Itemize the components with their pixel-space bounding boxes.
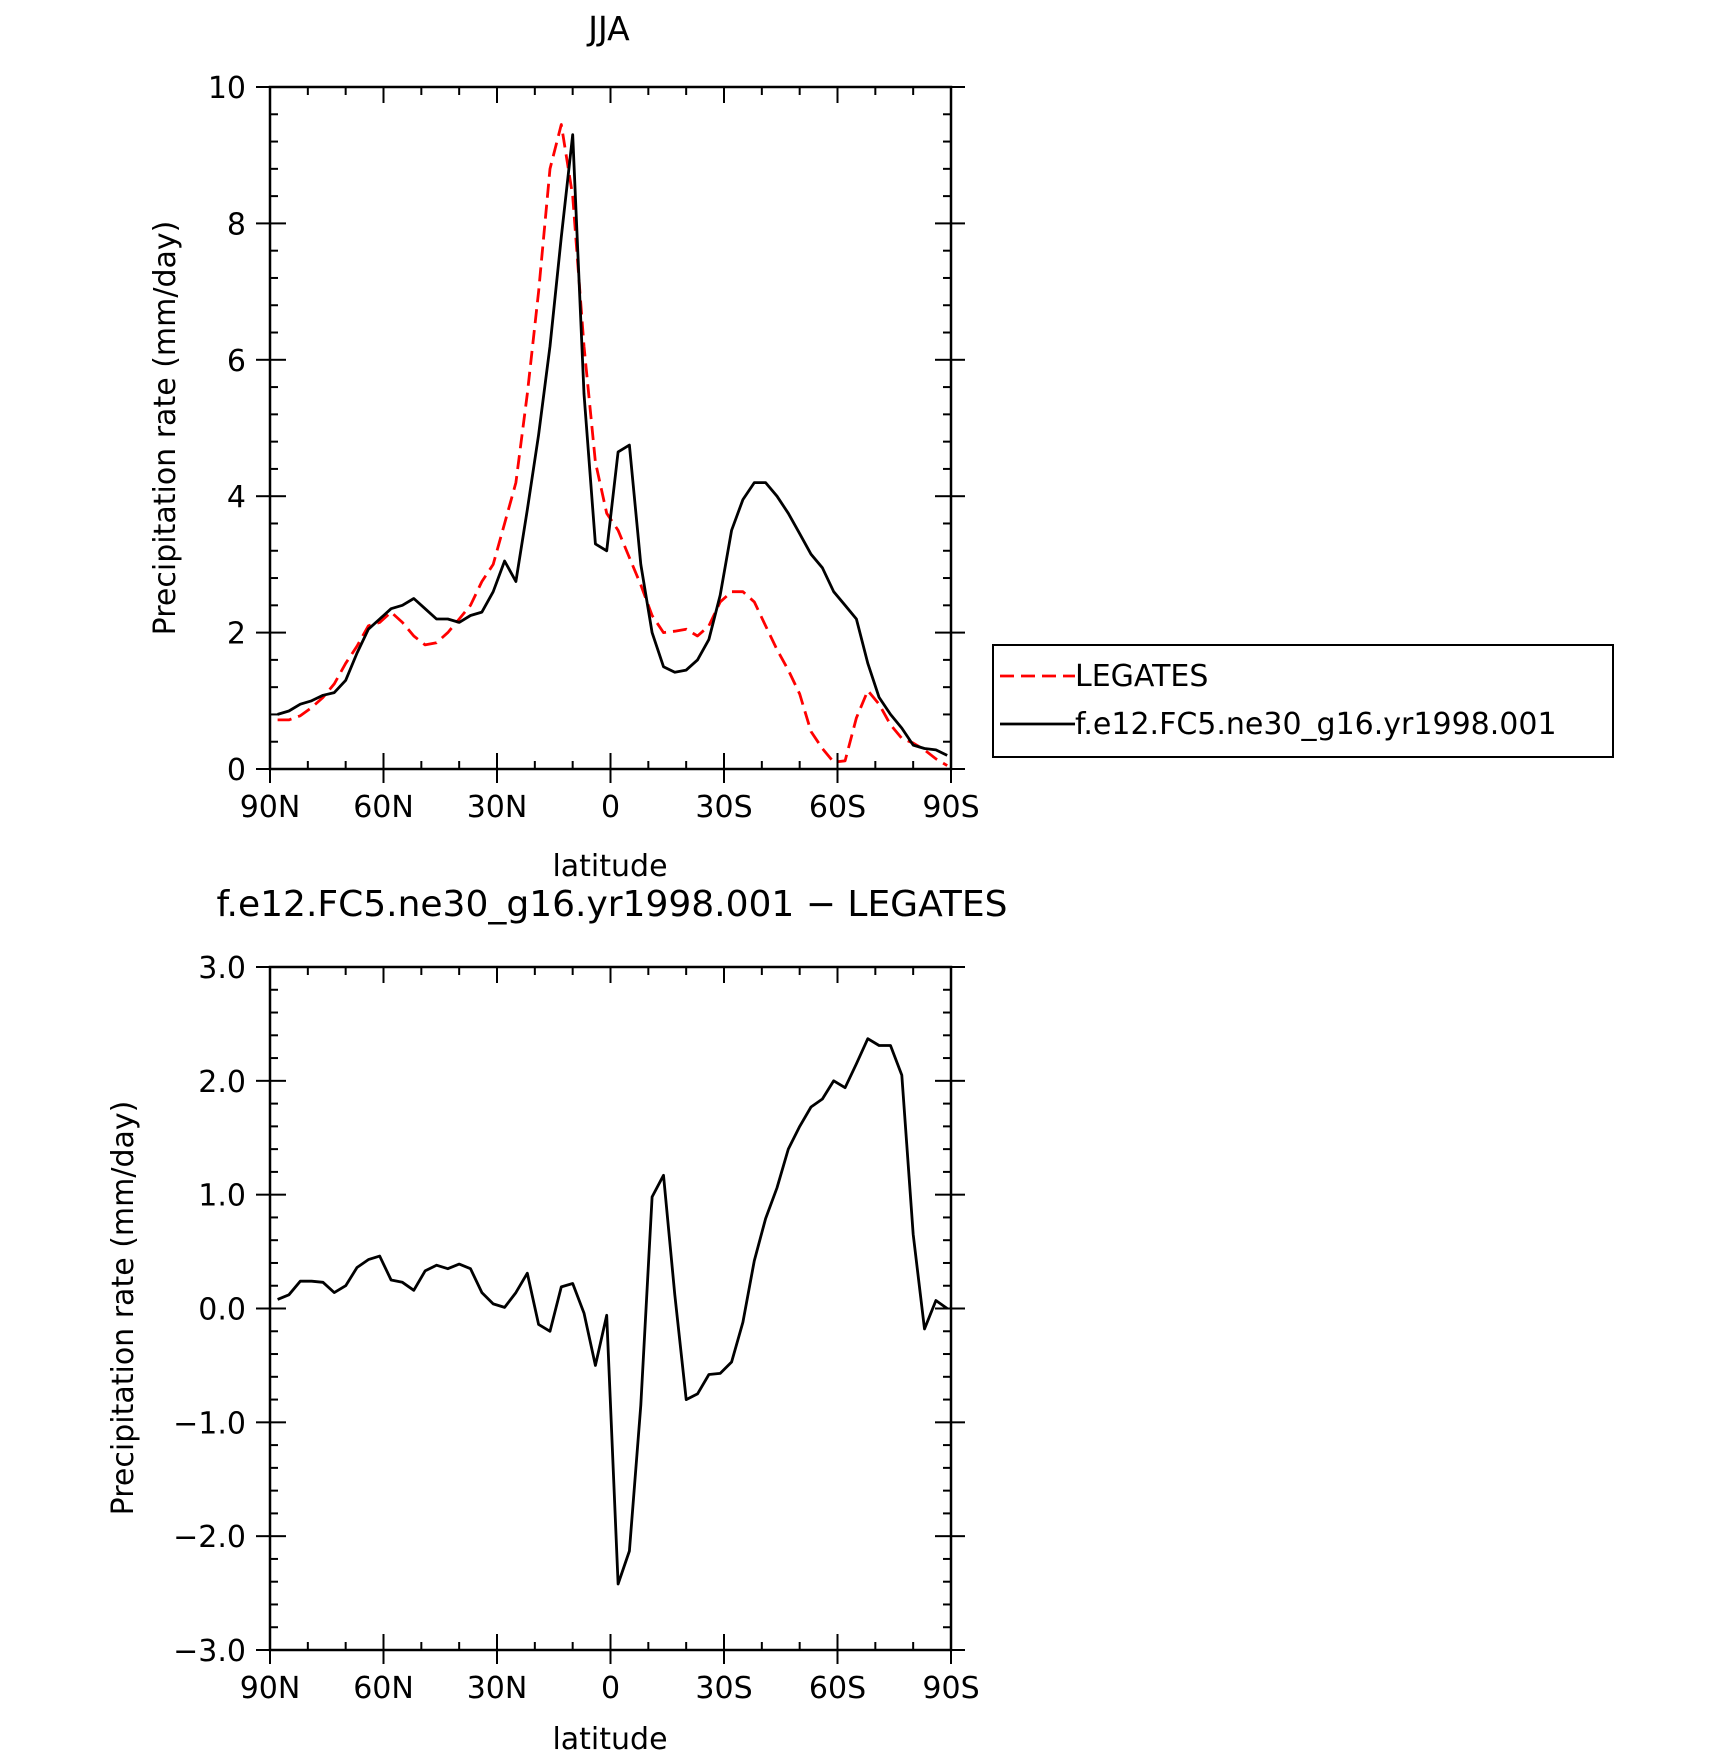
y-tick-label: 2: [227, 617, 246, 652]
y-tick-label: −1.0: [173, 1406, 246, 1441]
plot-lines: [277, 123, 948, 767]
x-tick-label: 90S: [922, 1671, 979, 1706]
y-tick-label: 6: [227, 344, 246, 379]
x-tick-label: 30N: [467, 1671, 528, 1706]
legend-box: [992, 644, 1614, 758]
chart-title: JJA: [586, 9, 630, 48]
y-tick-label: 0.0: [198, 1293, 246, 1328]
y-tick-labels: 0 2 4 6 8 10: [208, 71, 246, 788]
y-axis-label: Precipitation rate (mm/day): [148, 221, 183, 636]
legend: LEGATES f.e12.FC5.ne30_g16.yr1998.001: [992, 644, 1614, 758]
y-tick-labels: −3.0 −2.0 −1.0 0.0 1.0 2.0 3.0: [173, 951, 246, 1669]
y-axis-label: Precipitation rate (mm/day): [106, 1101, 141, 1516]
plot-lines: [277, 1037, 949, 1586]
plot-frame: [268, 965, 953, 1652]
y-tick-label: 8: [227, 207, 246, 242]
x-tick-label: 30N: [467, 790, 528, 825]
legend-label-legates: LEGATES: [1075, 659, 1208, 694]
panel-bottom: f.e12.FC5.ne30_g16.yr1998.001 − LEGATES …: [106, 884, 1008, 1751]
x-tick-labels: 90N 60N 30N 0 30S 60S 90S: [240, 1671, 980, 1706]
y-tick-label: 3.0: [198, 951, 246, 986]
series-line-f-e12-fc5-ne30-g16-yr1998-001: [277, 133, 948, 757]
plot-frame: [268, 85, 953, 771]
x-tick-label: 0: [601, 1671, 620, 1706]
x-axis-label: latitude: [552, 849, 667, 884]
legend-label-model: f.e12.FC5.ne30_g16.yr1998.001: [1075, 707, 1557, 742]
x-tick-label: 60S: [809, 790, 866, 825]
x-tick-label: 60N: [353, 790, 414, 825]
chart-title: f.e12.FC5.ne30_g16.yr1998.001 − LEGATES: [216, 884, 1007, 925]
x-tick-label: 0: [601, 790, 620, 825]
y-tick-label: 4: [227, 480, 246, 515]
x-tick-labels: 90N 60N 30N 0 30S 60S 90S: [240, 790, 980, 825]
y-tick-label: −2.0: [173, 1520, 246, 1555]
x-axis-label: latitude: [552, 1722, 667, 1751]
y-tick-label: 0: [227, 753, 246, 788]
x-tick-label: 30S: [695, 790, 752, 825]
x-tick-label: 30S: [695, 1671, 752, 1706]
y-tick-label: 2.0: [198, 1065, 246, 1100]
series-line-diff-0: [277, 1037, 949, 1586]
x-tick-label: 60N: [353, 1671, 414, 1706]
x-tick-label: 90S: [922, 790, 979, 825]
x-tick-label: 60S: [809, 1671, 866, 1706]
panel-top: JJA 0 2 4 6 8 10 90N 60N 30N 0 30S 60S 90S Precipit…: [148, 9, 1614, 884]
axis-ticks: [256, 966, 965, 1664]
y-tick-label: 1.0: [198, 1179, 246, 1214]
axis-ticks: [256, 86, 965, 783]
y-tick-label: 10: [208, 71, 246, 106]
y-tick-label: −3.0: [173, 1634, 246, 1669]
x-tick-label: 90N: [240, 790, 301, 825]
series-line-legates: [277, 123, 948, 767]
x-tick-label: 90N: [240, 1671, 301, 1706]
